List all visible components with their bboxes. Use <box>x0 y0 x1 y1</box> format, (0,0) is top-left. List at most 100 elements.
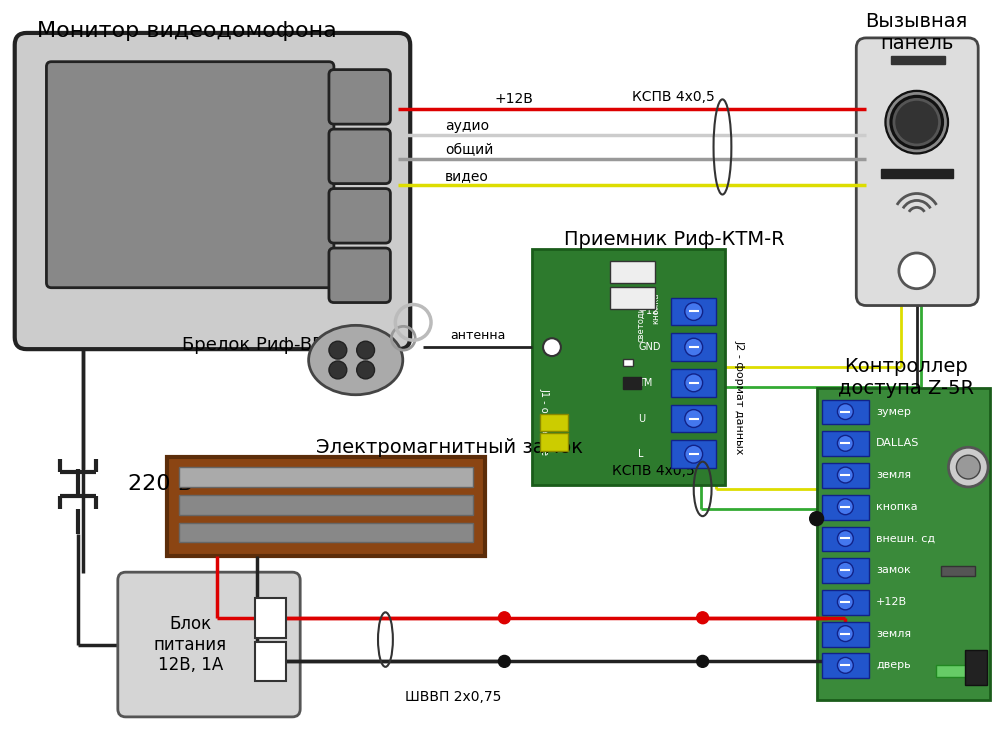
Bar <box>822 400 869 425</box>
Circle shape <box>837 531 853 546</box>
Bar <box>671 440 716 468</box>
Circle shape <box>837 594 853 610</box>
Bar <box>822 526 869 551</box>
Circle shape <box>498 612 510 624</box>
Text: Монитор видеодомофона: Монитор видеодомофона <box>37 21 337 41</box>
Text: зумер: зумер <box>876 406 911 417</box>
Text: U: U <box>638 414 645 423</box>
Text: ШВВП 2х0,75: ШВВП 2х0,75 <box>405 690 502 704</box>
FancyBboxPatch shape <box>329 248 390 303</box>
Text: -: - <box>267 652 274 670</box>
Bar <box>179 523 473 542</box>
Circle shape <box>948 447 988 487</box>
Text: J2 - формат данных: J2 - формат данных <box>734 339 744 454</box>
Ellipse shape <box>309 325 403 395</box>
Text: аудио: аудио <box>445 119 489 133</box>
Text: светодиод: светодиод <box>637 295 646 342</box>
Circle shape <box>697 656 709 667</box>
FancyBboxPatch shape <box>329 69 390 124</box>
Circle shape <box>899 253 935 289</box>
FancyBboxPatch shape <box>118 572 300 717</box>
Text: кнопка: кнопка <box>876 501 918 512</box>
Text: J1 - обучение: J1 - обучение <box>539 388 549 455</box>
Bar <box>822 431 869 456</box>
Bar <box>671 333 716 361</box>
Circle shape <box>837 657 853 673</box>
Circle shape <box>837 499 853 515</box>
Text: земля: земля <box>876 470 911 480</box>
Bar <box>610 287 655 308</box>
Text: общий: общий <box>445 143 493 157</box>
Text: +: + <box>264 610 277 625</box>
Text: Электромагнитный замок: Электромагнитный замок <box>316 438 583 457</box>
Bar <box>817 388 990 700</box>
Bar <box>532 249 725 485</box>
Bar <box>671 369 716 397</box>
Text: Приемник Риф-КТМ-R: Приемник Риф-КТМ-R <box>564 230 785 249</box>
Bar <box>822 463 869 488</box>
Bar <box>822 495 869 520</box>
Circle shape <box>685 338 703 356</box>
FancyBboxPatch shape <box>329 189 390 243</box>
Bar <box>623 359 633 366</box>
Text: +12В: +12В <box>876 597 907 607</box>
Text: Блок
питания
12В, 1А: Блок питания 12В, 1А <box>154 615 227 674</box>
Bar <box>941 567 975 576</box>
Bar <box>881 169 953 178</box>
Circle shape <box>329 341 347 359</box>
Bar <box>255 598 286 637</box>
Circle shape <box>894 99 940 145</box>
Circle shape <box>837 562 853 578</box>
Bar <box>610 261 655 283</box>
Text: 220 В: 220 В <box>128 474 193 494</box>
Circle shape <box>837 404 853 420</box>
FancyBboxPatch shape <box>329 129 390 183</box>
Bar <box>822 558 869 583</box>
Text: L: L <box>638 450 644 459</box>
Bar <box>179 467 473 487</box>
Text: GND: GND <box>638 342 661 352</box>
FancyBboxPatch shape <box>15 33 410 349</box>
Circle shape <box>685 374 703 392</box>
Circle shape <box>685 409 703 428</box>
Bar <box>822 590 869 615</box>
Bar <box>540 414 568 431</box>
Text: TM: TM <box>638 378 653 388</box>
Bar <box>822 654 869 678</box>
Text: +12: +12 <box>638 306 659 317</box>
Text: дверь: дверь <box>876 660 911 670</box>
Bar <box>179 495 473 515</box>
Bar <box>891 56 945 64</box>
Text: кнопка: кнопка <box>652 292 661 325</box>
Circle shape <box>956 455 980 479</box>
Circle shape <box>357 361 375 379</box>
Bar <box>936 665 970 677</box>
Bar <box>965 651 987 685</box>
Circle shape <box>837 467 853 483</box>
Circle shape <box>685 445 703 463</box>
Text: КСПВ 4х0,5: КСПВ 4х0,5 <box>632 91 714 105</box>
Circle shape <box>543 338 561 356</box>
FancyBboxPatch shape <box>46 61 334 288</box>
FancyBboxPatch shape <box>856 38 978 306</box>
Text: Контроллер
доступа Z-5R: Контроллер доступа Z-5R <box>838 357 974 398</box>
Bar <box>671 298 716 325</box>
Text: внешн. сд: внешн. сд <box>876 534 935 543</box>
Circle shape <box>837 626 853 642</box>
Text: +12В: +12В <box>494 92 533 106</box>
Circle shape <box>697 612 709 624</box>
Bar <box>822 622 869 646</box>
Text: Брелок Риф-BRL4-8W: Брелок Риф-BRL4-8W <box>182 336 382 355</box>
Circle shape <box>810 512 824 526</box>
Text: DALLAS: DALLAS <box>876 439 919 448</box>
Circle shape <box>685 303 703 320</box>
Text: видео: видео <box>445 169 489 183</box>
Circle shape <box>498 656 510 667</box>
Bar <box>671 405 716 433</box>
Bar <box>623 377 641 389</box>
Text: земля: земля <box>876 629 911 639</box>
Bar <box>255 642 286 681</box>
Text: КСПВ 4х0,5: КСПВ 4х0,5 <box>612 464 694 478</box>
Text: Вызывная
панель: Вызывная панель <box>866 12 968 53</box>
Circle shape <box>357 341 375 359</box>
